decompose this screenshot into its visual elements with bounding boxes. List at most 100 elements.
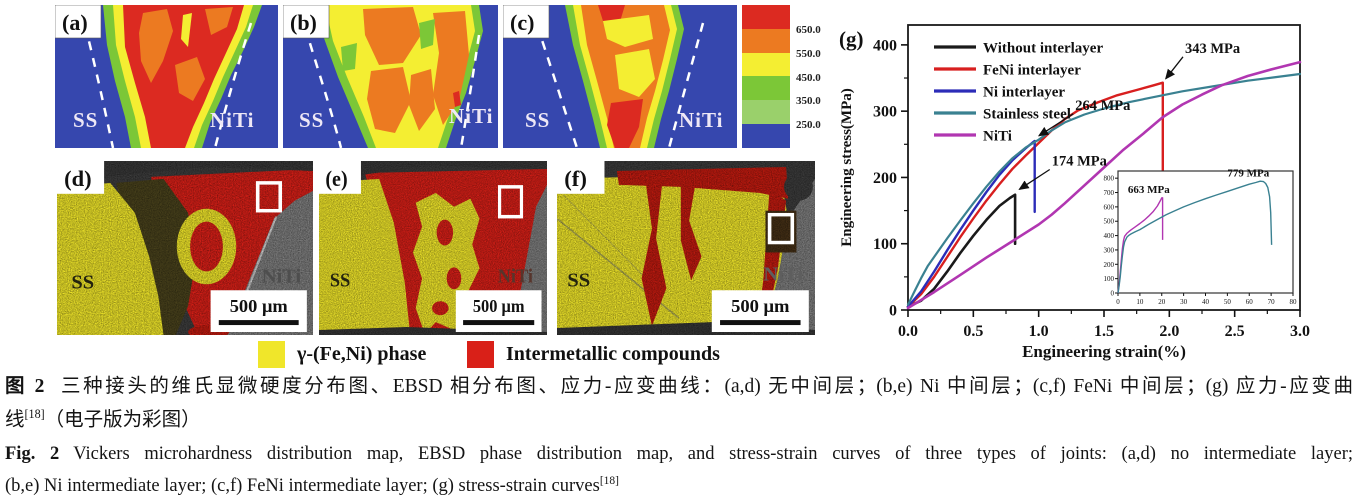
series-without-interlayer: [906, 193, 1017, 309]
ebsd-map-panel-e: SS NiTi 500 μm (e): [319, 161, 547, 335]
y-tick-label: 0: [889, 303, 897, 320]
y-tick-label: 100: [873, 236, 897, 253]
colorbar-tick-label: 450.0: [796, 71, 821, 84]
x-axis-title: Engineering strain(%): [1022, 342, 1186, 361]
phase-legend-item-imc: Intermetallic compounds: [467, 341, 720, 368]
x-tick-label: 0.0: [898, 323, 918, 340]
colorbar-tick-label: 350.0: [796, 95, 821, 108]
colorbar-segment: [742, 52, 790, 77]
annotation-arrow: [1164, 56, 1184, 80]
scale-bar: 500 μm: [210, 290, 307, 333]
colorbar-segment: [742, 124, 790, 148]
hardness-map-contours: [313, 5, 483, 148]
inset-y-tick-label: 100: [1104, 275, 1115, 283]
hardness-map-contours: [565, 5, 684, 148]
inset-x-tick-label: 60: [1246, 298, 1254, 306]
hardness-map-panel-a: SS NiTi (a): [55, 5, 278, 148]
legend-label: NiTi: [983, 129, 1012, 145]
material-label-ss: SS: [73, 108, 98, 132]
panel-label: (f): [564, 166, 587, 191]
scale-bar: 500 μm: [455, 290, 542, 333]
gamma-phase-label: γ-(Fe,Ni) phase: [297, 343, 427, 365]
hardness-colorbar: [742, 5, 790, 148]
gamma-phase-swatch: [258, 341, 285, 368]
caption-zh-line1: 图 2 三种接头的维氏显微硬度分布图、EBSD 相分布图、应力-应变曲线：(a,d…: [5, 376, 1353, 397]
caption-en-reference: [18]: [599, 474, 619, 487]
colorbar-segment: [742, 5, 790, 29]
inset-x-tick-label: 10: [1136, 298, 1144, 306]
colorbar-tick-label: 650.0: [796, 23, 821, 36]
panel-label-box: [55, 5, 102, 39]
y-tick-label: 200: [873, 170, 897, 187]
x-tick-label: 3.0: [1290, 323, 1310, 340]
series-feni-interlayer: [906, 81, 1164, 308]
panel-label-box: [557, 161, 605, 194]
panel-label: (e): [325, 166, 347, 191]
legend-label: Stainless steel: [983, 107, 1071, 123]
scale-bar-label: 500 μm: [230, 296, 288, 316]
annotation-arrow: [1018, 168, 1051, 191]
caption-zh-fig-label: 图 2: [5, 376, 45, 397]
y-axis-title: Engineering stress(MPa): [839, 88, 855, 246]
panel-label-box: [503, 5, 550, 39]
material-label-ss: SS: [567, 270, 590, 292]
series-stainless-steel: [906, 72, 1302, 306]
inset-x-tick-label: 20: [1158, 298, 1166, 306]
x-tick-label: 2.0: [1159, 323, 1179, 340]
panel-label-box: [319, 161, 361, 194]
inset-series-stainless-steel: [1117, 180, 1273, 294]
interface-dashed-line-right: [459, 34, 481, 148]
panel-label: (c): [510, 10, 534, 35]
x-tick-label: 2.5: [1225, 323, 1245, 340]
phase-legend-item-gamma: γ-(Fe,Ni) phase: [258, 341, 426, 368]
panel-label-box: [57, 161, 105, 194]
inset-y-tick-label: 500: [1104, 218, 1115, 226]
inset-x-tick-label: 70: [1268, 298, 1276, 306]
material-label-ss: SS: [71, 272, 94, 294]
inset-frame: [1117, 170, 1294, 294]
x-tick-label: 1.5: [1094, 323, 1114, 340]
inset-y-tick-label: 700: [1104, 189, 1115, 197]
material-label-niti: NiTi: [679, 108, 723, 132]
chart-panel-label: (g): [839, 27, 864, 51]
inset-x-tick-label: 30: [1180, 298, 1188, 306]
ebsd-map-panel-f: SS NiTi 500 μm (f): [557, 161, 815, 335]
intermetallic-swatch: [467, 341, 494, 368]
material-label-niti: NiTi: [763, 264, 803, 286]
y-tick-label: 400: [873, 37, 897, 54]
inset-x-tick-label: 80: [1290, 298, 1298, 306]
material-label-ss: SS: [299, 108, 324, 132]
annotation-label: 174 MPa: [1052, 154, 1108, 170]
panel-label: (d): [64, 166, 92, 191]
colorbar-segment: [742, 76, 790, 101]
caption-en-line2: (b,e) Ni intermediate layer; (c,f) FeNi …: [5, 474, 619, 496]
inset-annotation-label: 663 MPa: [1128, 184, 1170, 196]
panel-label: (b): [290, 10, 317, 35]
scale-bar-label: 500 μm: [731, 296, 789, 316]
material-label-ss: SS: [330, 270, 350, 292]
inset-y-tick-label: 0: [1111, 290, 1115, 298]
scale-bar: 500 μm: [711, 290, 809, 333]
material-label-niti: NiTi: [262, 266, 302, 288]
hardness-map-panel-c: SS NiTi (c): [503, 5, 737, 148]
inset-annotation-label: 779 MPa: [1227, 167, 1269, 179]
figure-caption: 图 2 三种接头的维氏显微硬度分布图、EBSD 相分布图、应力-应变曲线：(a,d…: [5, 374, 1353, 498]
annotation-label: 264 MPa: [1075, 98, 1131, 114]
intermetallic-label: Intermetallic compounds: [506, 343, 720, 365]
inset-y-tick-label: 200: [1104, 261, 1115, 269]
legend-label: FeNi interlayer: [983, 63, 1081, 79]
colorbar-segment: [742, 100, 790, 125]
material-label-niti: NiTi: [449, 104, 493, 128]
inset-x-tick-label: 0: [1116, 298, 1120, 306]
series-niti: [906, 60, 1302, 310]
hardness-map-panel-b: SS NiTi (b): [283, 5, 498, 148]
inset-y-tick-label: 300: [1104, 246, 1115, 254]
panel-label: (a): [62, 10, 88, 35]
colorbar-segment: [742, 28, 790, 53]
legend-label: Without interlayer: [983, 41, 1103, 57]
inset-y-tick-label: 800: [1104, 175, 1115, 183]
inset-y-tick-label: 600: [1104, 203, 1115, 211]
x-tick-label: 0.5: [963, 323, 983, 340]
hardness-map-contours: [103, 5, 262, 148]
